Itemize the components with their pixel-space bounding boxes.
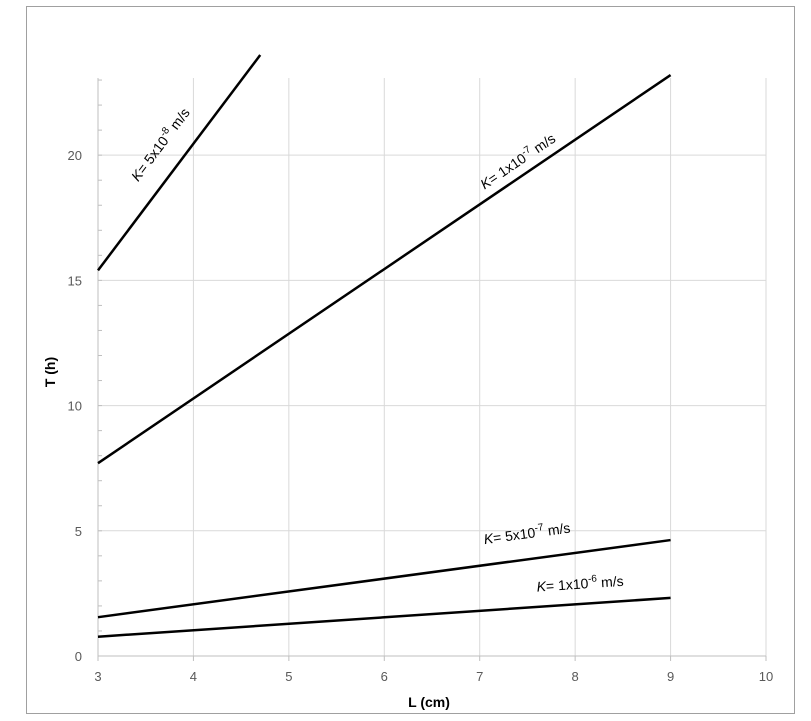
series-line xyxy=(97,538,671,619)
tick-labels: 3 4 5 6 7 8 9 10 0 5 10 15 20 xyxy=(68,148,774,684)
x-tick-label: 6 xyxy=(381,669,388,684)
y-tick-label: 5 xyxy=(75,524,82,539)
grid xyxy=(98,78,767,656)
y-tick-label: 15 xyxy=(68,273,82,288)
y-tick-label: 20 xyxy=(68,148,82,163)
x-tick-label: 4 xyxy=(190,669,197,684)
x-tick-label: 7 xyxy=(476,669,483,684)
series-line xyxy=(97,73,672,465)
series-label: K= 5x10-7 m/s xyxy=(483,519,572,547)
x-tick-label: 5 xyxy=(285,669,292,684)
x-tick-label: 8 xyxy=(572,669,579,684)
series-label: K= 5x10-8 m/s xyxy=(127,104,193,184)
series-lines xyxy=(97,54,672,638)
axes xyxy=(97,78,767,661)
y-tick-label: 0 xyxy=(75,649,82,664)
x-tick-label: 10 xyxy=(759,669,773,684)
series-label: K= 1x10-6 m/s xyxy=(536,572,624,595)
x-tick-label: 3 xyxy=(94,669,101,684)
chart-frame xyxy=(26,6,795,714)
x-tick-label: 9 xyxy=(667,669,674,684)
y-tick-label: 10 xyxy=(68,399,82,414)
y-axis-label: T (h) xyxy=(42,357,58,387)
series-line xyxy=(97,596,671,638)
series-labels: K= 5x10-8 m/sK= 1x10-7 m/sK= 5x10-7 m/sK… xyxy=(127,104,624,595)
x-axis-label: L (cm) xyxy=(408,694,450,710)
series-line xyxy=(97,54,262,272)
